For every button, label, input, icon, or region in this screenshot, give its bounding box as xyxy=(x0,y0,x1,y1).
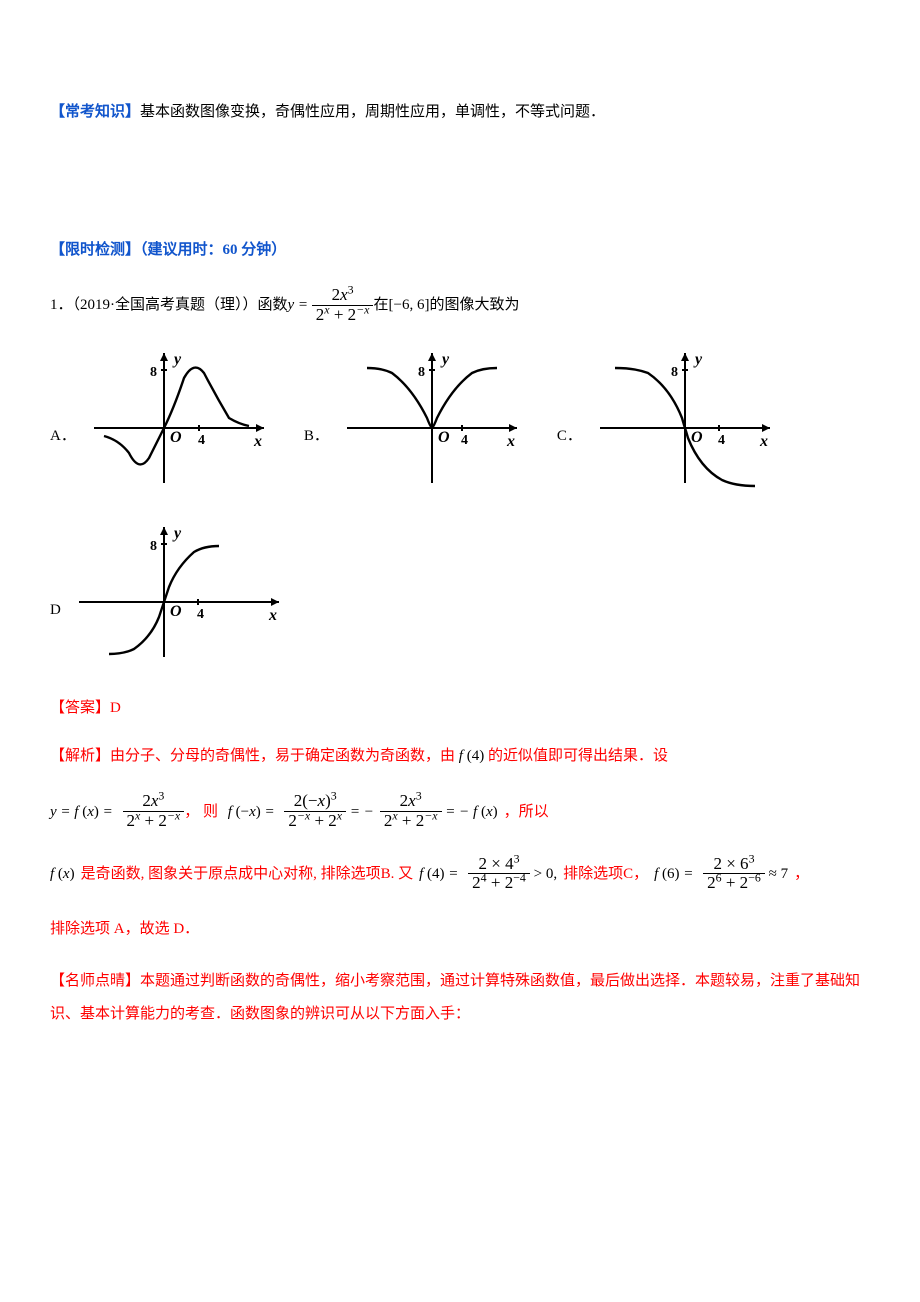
test-section: 【限时检测】（建议用时：60 分钟） xyxy=(50,238,870,262)
f6eq: f (6) = xyxy=(654,862,697,886)
options-row-1: A． O 4 8 x y B． xyxy=(50,348,870,498)
option-d: D O 4 8 x y xyxy=(50,522,289,662)
svg-text:y: y xyxy=(440,351,450,368)
sol-t1: 由分子、分母的奇偶性，易于确定函数为奇函数，由 xyxy=(110,748,459,764)
fx: f (x) xyxy=(50,862,75,886)
svg-text:8: 8 xyxy=(671,365,678,380)
svg-text:x: x xyxy=(268,607,277,624)
option-a: A． O 4 8 x y xyxy=(50,348,274,488)
svg-text:4: 4 xyxy=(198,433,205,448)
q-mid: 在 xyxy=(373,293,388,317)
graph-b-svg: O 4 8 x y xyxy=(337,348,527,488)
q-y-eq: y = xyxy=(288,293,312,317)
comma: ， xyxy=(794,862,809,886)
graph-c: O 4 8 x y xyxy=(590,348,780,488)
q-prefix: 1．（2019·全国高考真题（理））函数 xyxy=(50,293,288,317)
svg-text:y: y xyxy=(693,351,703,368)
knowledge-body: 基本函数图像变换，奇偶性应用，周期性应用，单调性，不等式问题． xyxy=(140,104,605,120)
answer-line: 【答案】D xyxy=(50,696,870,720)
answer-label: 【答案】 xyxy=(50,700,110,716)
sol3-t1: 是奇函数, 图象关于原点成中心对称, 排除选项B. 又 xyxy=(81,862,414,886)
svg-text:O: O xyxy=(438,429,450,446)
knowledge-label: 【常考知识】 xyxy=(50,104,140,120)
solution-p2: y = f (x) = 2x3 2x + 2−x ， 则 f (−x) = 2(… xyxy=(50,792,870,830)
question-line: 1．（2019·全国高考真题（理））函数 y = 2x3 2x + 2−x 在 … xyxy=(50,286,870,324)
svg-text:8: 8 xyxy=(150,365,157,380)
sol2-t3: ，所以 xyxy=(504,800,549,824)
svg-text:y: y xyxy=(172,351,182,368)
option-c-label: C． xyxy=(557,424,582,488)
test-label: 【限时检测】（建议用时：60 分钟） xyxy=(50,242,286,258)
answer-value: D xyxy=(110,700,121,716)
eq2: = − f (x) xyxy=(442,800,498,824)
svg-text:O: O xyxy=(170,429,182,446)
solution-p1: 【解析】由分子、分母的奇偶性，易于确定函数为奇函数，由 f (4) 的近似值即可… xyxy=(50,744,870,768)
comment-label: 【名师点晴】 xyxy=(50,973,140,989)
sol3-t2: 排除选项C， xyxy=(563,862,648,886)
solution-p3: f (x) 是奇函数, 图象关于原点成中心对称, 排除选项B. 又 f (4) … xyxy=(50,855,870,893)
option-c: C． O 4 8 x y xyxy=(557,348,780,488)
sol-t2: 的近似值即可得出结果．设 xyxy=(484,748,668,764)
svg-text:O: O xyxy=(170,603,182,620)
eq1: = − xyxy=(346,800,374,824)
svg-text:4: 4 xyxy=(197,607,204,622)
fnegx: f (−x) = xyxy=(228,800,279,824)
option-b: B． O 4 8 x y xyxy=(304,348,527,488)
q-frac: 2x3 2x + 2−x xyxy=(312,286,374,324)
fx4: f (4) xyxy=(459,748,484,764)
svg-text:y: y xyxy=(172,525,182,542)
sol-label: 【解析】 xyxy=(50,748,110,764)
q-interval: [−6, 6] xyxy=(388,293,429,317)
graph-d: O 4 8 x y xyxy=(69,522,289,662)
svg-text:4: 4 xyxy=(718,433,725,448)
f3: 2x3 2x + 2−x xyxy=(380,792,442,830)
graph-c-svg: O 4 8 x y xyxy=(590,348,780,488)
svg-text:x: x xyxy=(506,433,515,450)
svg-text:8: 8 xyxy=(418,365,425,380)
graph-b: O 4 8 x y xyxy=(337,348,527,488)
q-suffix: 的图像大致为 xyxy=(429,293,519,317)
f4frac: 2 × 43 24 + 2−4 xyxy=(468,855,530,893)
knowledge-section: 【常考知识】基本函数图像变换，奇偶性应用，周期性应用，单调性，不等式问题． xyxy=(50,100,870,124)
graph-a-svg: O 4 8 x y xyxy=(84,348,274,488)
spacer xyxy=(50,148,870,238)
option-d-label: D xyxy=(50,598,61,662)
comment-section: 【名师点晴】本题通过判断函数的奇偶性，缩小考察范围，通过计算特殊函数值，最后做出… xyxy=(50,965,870,1031)
sol4-t1: 排除选项 A，故选 D． xyxy=(50,921,199,937)
approx: ≈ 7 xyxy=(765,862,788,886)
svg-text:8: 8 xyxy=(150,539,157,554)
options-row-2: D O 4 8 x y xyxy=(50,522,870,672)
yfx: y = f (x) = xyxy=(50,800,117,824)
svg-text:O: O xyxy=(691,429,703,446)
svg-text:4: 4 xyxy=(461,433,468,448)
f6frac: 2 × 63 26 + 2−6 xyxy=(703,855,765,893)
graph-d-svg: O 4 8 x y xyxy=(69,522,289,662)
comment-body: 本题通过判断函数的奇偶性，缩小考察范围，通过计算特殊函数值，最后做出选择．本题较… xyxy=(50,973,860,1022)
graph-a: O 4 8 x y xyxy=(84,348,274,488)
option-b-label: B． xyxy=(304,424,329,488)
f1: 2x3 2x + 2−x xyxy=(123,792,185,830)
sol2-t2: ， 则 xyxy=(184,800,222,824)
svg-text:x: x xyxy=(253,433,262,450)
f4eq: f (4) = xyxy=(419,862,462,886)
f2: 2(−x)3 2−x + 2x xyxy=(284,792,346,830)
solution-p4: 排除选项 A，故选 D． xyxy=(50,917,870,941)
gt0: > 0, xyxy=(530,862,557,886)
option-a-label: A． xyxy=(50,424,76,488)
svg-text:x: x xyxy=(759,433,768,450)
